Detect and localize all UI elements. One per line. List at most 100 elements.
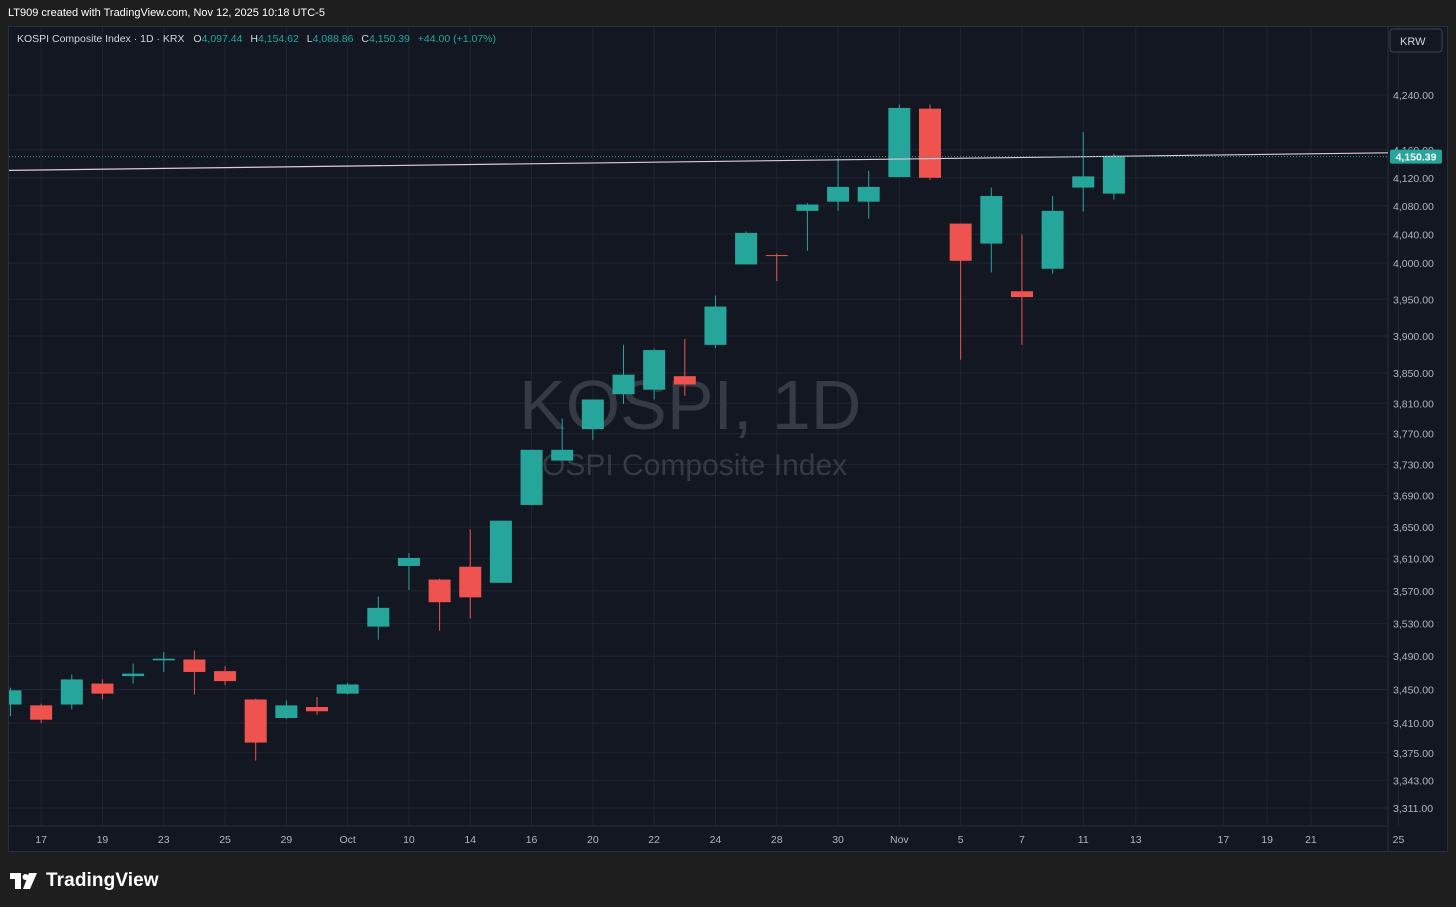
candle[interactable] xyxy=(489,520,512,583)
candle[interactable] xyxy=(796,203,819,251)
candle[interactable] xyxy=(459,529,482,619)
candle[interactable] xyxy=(336,682,359,695)
candle[interactable] xyxy=(275,700,298,719)
time-tick-label: 14 xyxy=(464,834,476,846)
price-tick-label: 3,690.00 xyxy=(1393,491,1434,503)
candle[interactable] xyxy=(428,578,451,631)
candle[interactable] xyxy=(827,158,850,211)
price-tick-label: 3,950.00 xyxy=(1393,294,1434,306)
candle-body xyxy=(275,705,298,718)
candle-body xyxy=(244,699,267,743)
candle-body xyxy=(949,223,972,261)
time-tick-label: 25 xyxy=(219,834,231,846)
price-tick-label: 3,770.00 xyxy=(1393,429,1434,441)
candle[interactable] xyxy=(397,553,420,591)
candle[interactable] xyxy=(919,104,941,180)
candle-body xyxy=(367,607,390,627)
candle[interactable] xyxy=(765,253,788,282)
tradingview-logo[interactable]: TradingView xyxy=(10,870,159,892)
candle[interactable] xyxy=(888,104,911,178)
candle-body xyxy=(612,374,635,395)
candle[interactable] xyxy=(949,223,972,360)
price-axis[interactable]: 3,311.00 3,343.00 3,375.00 3,410.00 3,450.00… xyxy=(1393,90,1434,815)
last-price-badge-bg xyxy=(1390,149,1442,164)
legend-open-label: O xyxy=(193,33,201,45)
candle[interactable] xyxy=(643,348,666,400)
candle[interactable] xyxy=(704,295,727,348)
time-tick-label: 17 xyxy=(35,834,47,846)
candle-body xyxy=(857,186,880,202)
candle-body xyxy=(1072,176,1095,188)
legend-high-label: H xyxy=(250,33,258,45)
candle[interactable] xyxy=(673,338,696,396)
candle[interactable] xyxy=(367,596,390,640)
watermark-subtitle: KOSPI Composite Index xyxy=(522,449,847,482)
time-tick-label: 28 xyxy=(771,834,783,846)
candle-body xyxy=(643,350,666,390)
legend: KOSPI Composite Index · 1D · KRX O4,097.… xyxy=(17,33,496,45)
candle[interactable] xyxy=(1072,131,1095,212)
candle[interactable] xyxy=(91,679,114,700)
candle[interactable] xyxy=(612,344,635,405)
candle[interactable] xyxy=(1041,196,1064,274)
candle[interactable] xyxy=(735,231,758,265)
candlestick-chart[interactable]: KOSPI, 1D KOSPI Composite Index 3,311.00… xyxy=(0,27,1447,851)
candle[interactable] xyxy=(857,170,880,219)
time-tick-label: 29 xyxy=(281,834,293,846)
candles xyxy=(0,104,1125,761)
time-tick-label: 10 xyxy=(403,834,415,846)
candle-body xyxy=(122,673,145,677)
candle[interactable] xyxy=(520,449,543,505)
candle[interactable] xyxy=(244,698,267,761)
candle[interactable] xyxy=(980,187,1003,273)
candle[interactable] xyxy=(1010,234,1033,345)
candle[interactable] xyxy=(581,399,604,440)
time-tick-label: 23 xyxy=(158,834,170,846)
candle-body xyxy=(1102,156,1125,194)
price-tick-label: 3,850.00 xyxy=(1393,368,1434,380)
candle-body xyxy=(306,707,328,712)
price-tick-label: 3,311.00 xyxy=(1393,803,1433,815)
candle-body xyxy=(827,186,850,202)
currency-label[interactable]: KRW xyxy=(1400,36,1426,48)
candle-body xyxy=(428,579,451,603)
candle[interactable] xyxy=(152,652,175,672)
currency-button-bg[interactable] xyxy=(1389,28,1443,53)
legend-close-value: 4,150.39 xyxy=(369,33,410,45)
price-tick-label: 3,900.00 xyxy=(1393,331,1434,343)
candle-body xyxy=(765,255,788,257)
candle[interactable] xyxy=(60,674,83,710)
candle[interactable] xyxy=(551,418,574,461)
candle[interactable] xyxy=(30,703,53,724)
price-tick-label: 4,080.00 xyxy=(1393,201,1434,213)
time-tick-label: 21 xyxy=(1305,834,1317,846)
price-tick-label: 4,000.00 xyxy=(1393,258,1434,270)
price-tick-label: 3,650.00 xyxy=(1393,522,1434,534)
currency-button[interactable]: KRW xyxy=(1389,28,1443,53)
chart-frame[interactable]: KOSPI, 1D KOSPI Composite Index 3,311.00… xyxy=(0,26,1448,852)
candle-body xyxy=(152,658,175,661)
legend-low-label: L xyxy=(307,33,313,45)
candle[interactable] xyxy=(122,663,145,684)
legend-open-value: 4,097.44 xyxy=(202,33,243,45)
candle-body xyxy=(581,399,604,430)
time-axis[interactable]: 17 19 23 25 29 Oct 10 14 16 20 22 24 28 30 Nov 5 7 11 13 17… xyxy=(35,834,1404,846)
candle[interactable] xyxy=(1102,153,1125,200)
candle[interactable] xyxy=(306,696,328,715)
candle-body xyxy=(60,679,83,705)
candle[interactable] xyxy=(214,666,237,686)
candle[interactable] xyxy=(183,650,206,695)
price-tick-label: 3,530.00 xyxy=(1393,618,1434,630)
tradingview-logo-icon xyxy=(10,873,37,889)
candle-body xyxy=(796,204,819,211)
caption-bar: LT909 created with TradingView.com, Nov … xyxy=(0,0,1456,26)
price-tick-label: 4,240.00 xyxy=(1393,90,1434,102)
candle-body xyxy=(551,449,574,461)
candle-body xyxy=(459,566,482,598)
price-tick-label: 3,343.00 xyxy=(1393,775,1434,787)
time-tick-label: 7 xyxy=(1019,834,1025,846)
legend-low-value: 4,088.86 xyxy=(313,33,354,45)
trendline[interactable] xyxy=(8,152,1389,172)
price-tick-label: 3,375.00 xyxy=(1393,748,1434,760)
time-tick-label: 22 xyxy=(648,834,660,846)
